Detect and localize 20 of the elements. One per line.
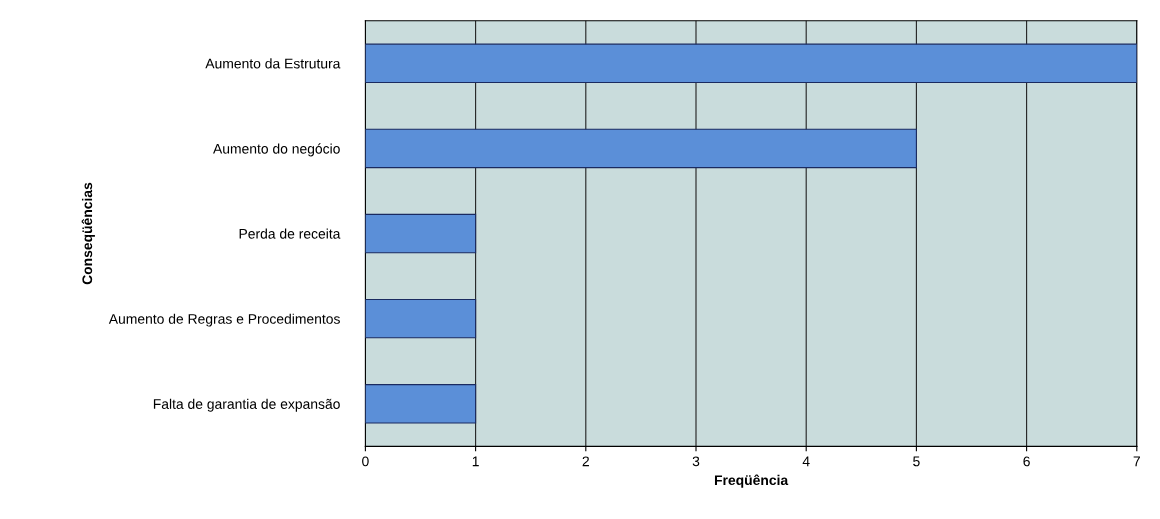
- x-tick-label: 4: [802, 456, 810, 467]
- x-tick-label: 1: [472, 456, 479, 467]
- bar: [365, 128, 917, 169]
- x-tick-label: 6: [1023, 456, 1030, 467]
- x-axis-title: Freqüência: [714, 474, 789, 488]
- x-tick-label: 3: [692, 456, 700, 467]
- bar: [365, 213, 477, 254]
- x-tick-label: 7: [1133, 456, 1140, 467]
- y-tick-label: Aumento do negócio: [213, 143, 340, 157]
- y-tick-label: Aumento de Regras e Procedimentos: [108, 313, 340, 327]
- bar: [365, 298, 477, 339]
- y-tick-label: Falta de garantia de expansão: [153, 398, 340, 412]
- y-tick-label: Perda de receita: [239, 228, 341, 239]
- bar: [365, 43, 1137, 84]
- bar: [365, 384, 477, 424]
- x-tick-label: 0: [362, 456, 369, 467]
- x-tick-label: 5: [913, 456, 920, 467]
- y-axis-title: Conseqüências: [81, 182, 95, 285]
- y-tick-label: Aumento da Estrutura: [205, 58, 341, 69]
- x-tick-label: 2: [582, 456, 589, 467]
